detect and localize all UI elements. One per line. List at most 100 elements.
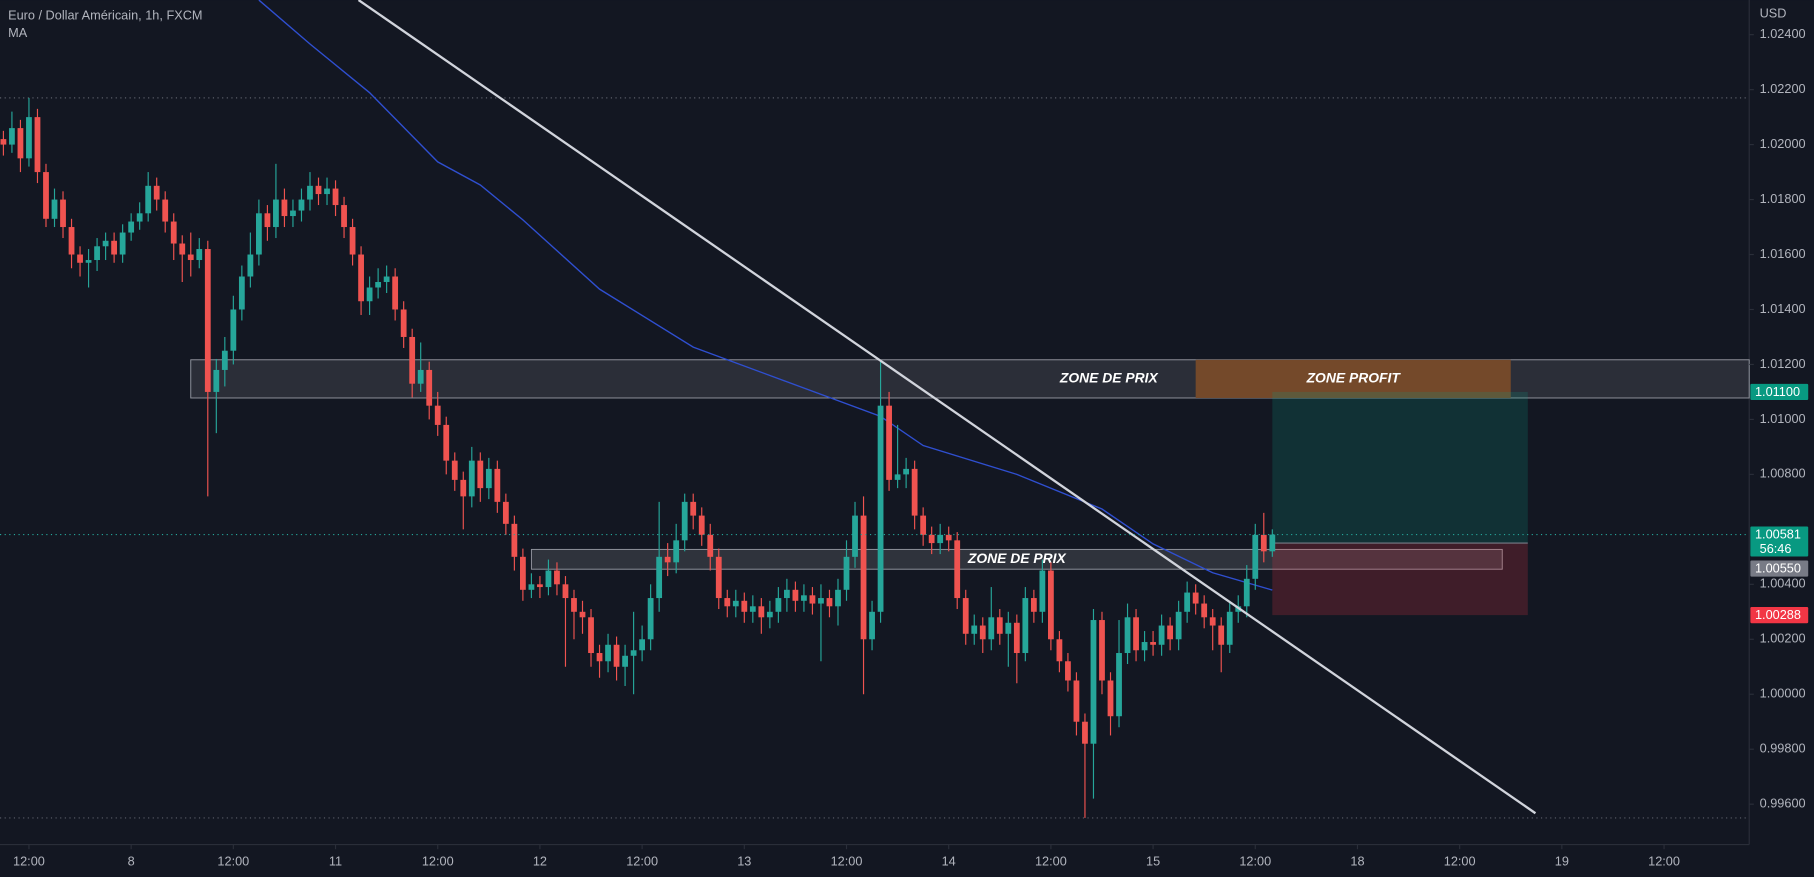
candle-body: [392, 276, 399, 310]
candle-body: [247, 254, 254, 277]
candle-body: [664, 556, 671, 563]
candle-body: [111, 240, 118, 255]
candle-body: [732, 600, 739, 607]
candle-body: [366, 287, 373, 302]
candle-body: [1107, 680, 1114, 717]
candle-body: [290, 210, 296, 217]
candle-body: [571, 598, 577, 612]
x-tick-label: 12:00: [422, 853, 454, 868]
candle-body: [85, 260, 92, 263]
price-label-box: [1750, 383, 1809, 401]
candle-body: [596, 653, 603, 662]
candle-body: [1133, 617, 1139, 651]
candle-body: [843, 556, 850, 590]
candle-body: [996, 617, 1003, 634]
candle-body: [937, 534, 944, 544]
candle-body: [1201, 603, 1208, 618]
ma-line: [258, 0, 1273, 591]
candle-body: [1065, 661, 1071, 681]
candle-body: [758, 606, 765, 618]
candle-body: [341, 205, 347, 228]
countdown: 56:46: [1760, 541, 1792, 556]
candle-body: [1175, 611, 1182, 640]
y-tick-label: 1.00800: [1760, 466, 1806, 481]
candle-body: [945, 534, 952, 541]
y-tick-label: 0.99800: [1760, 741, 1806, 756]
candle-body: [434, 405, 441, 425]
zone-label: ZONE DE PRIX: [1059, 370, 1159, 386]
candle-body: [68, 227, 75, 255]
candle-body: [588, 617, 594, 654]
candle-body: [324, 188, 330, 195]
zone-label: ZONE DE PRIX: [967, 550, 1067, 566]
candle-body: [1192, 592, 1199, 604]
candle-body: [1116, 653, 1122, 717]
candle-body: [17, 128, 24, 159]
candle-body: [519, 556, 526, 590]
candle-body: [1099, 620, 1105, 681]
candle-body: [94, 246, 100, 261]
candle-body: [255, 213, 262, 255]
candle-body: [1141, 642, 1148, 651]
candle-body: [409, 336, 416, 384]
candle-body: [1243, 578, 1250, 607]
candle-body: [1167, 625, 1174, 640]
candle-body: [656, 556, 663, 599]
candle-body: [1124, 617, 1131, 654]
candle-body: [562, 584, 569, 599]
candle-body: [9, 128, 15, 145]
y-tick-label: 1.00400: [1760, 576, 1806, 591]
y-tick-label: 1.00000: [1760, 686, 1806, 701]
candle-body: [502, 501, 509, 524]
indicator-name: MA: [8, 25, 28, 40]
candle-body: [307, 185, 313, 200]
price-label-box: [1750, 560, 1809, 577]
candle-body: [51, 199, 58, 219]
candle-body: [60, 199, 66, 228]
candle-body: [894, 474, 901, 480]
candle-body: [962, 598, 969, 634]
candle-body: [468, 460, 475, 497]
candle-body: [1252, 534, 1259, 579]
candle-body: [911, 468, 918, 516]
candle-body: [979, 625, 986, 640]
candle-body: [494, 468, 501, 502]
candle-body: [809, 595, 816, 604]
candle-body: [477, 460, 484, 489]
candle-body: [741, 600, 748, 612]
candle-body: [417, 369, 424, 384]
candle-body: [707, 534, 714, 557]
price-label-box: [1750, 526, 1809, 557]
candle-body: [988, 617, 995, 640]
trend-line: [357, 0, 1537, 815]
candle-body: [153, 185, 160, 200]
candle-body: [971, 625, 978, 634]
candle-body: [954, 540, 961, 599]
candle-body: [375, 282, 382, 288]
candle-body: [315, 185, 322, 195]
candle-body: [230, 309, 237, 351]
candle-body: [724, 598, 731, 607]
candle-body: [1260, 534, 1267, 552]
candle-body: [1158, 625, 1165, 645]
candle-body: [281, 199, 288, 217]
candle-body: [1218, 625, 1225, 645]
candle-body: [102, 240, 109, 247]
price-label: 1.00550: [1755, 560, 1801, 575]
candle-body: [775, 598, 782, 612]
candle-body: [349, 227, 356, 255]
price-label-box: [1750, 606, 1809, 624]
candle-body: [1184, 592, 1191, 612]
candle-body: [681, 501, 688, 541]
candle-body: [826, 598, 833, 607]
candle-body: [622, 655, 628, 667]
candle-body: [358, 254, 364, 302]
candle-body: [869, 611, 875, 640]
candle-body: [196, 249, 203, 261]
candle-body: [801, 595, 807, 601]
y-tick-label: 1.01200: [1760, 356, 1806, 371]
candle-body: [204, 249, 211, 392]
x-tick-label: 12:00: [1035, 853, 1067, 868]
candle-body: [426, 369, 433, 406]
